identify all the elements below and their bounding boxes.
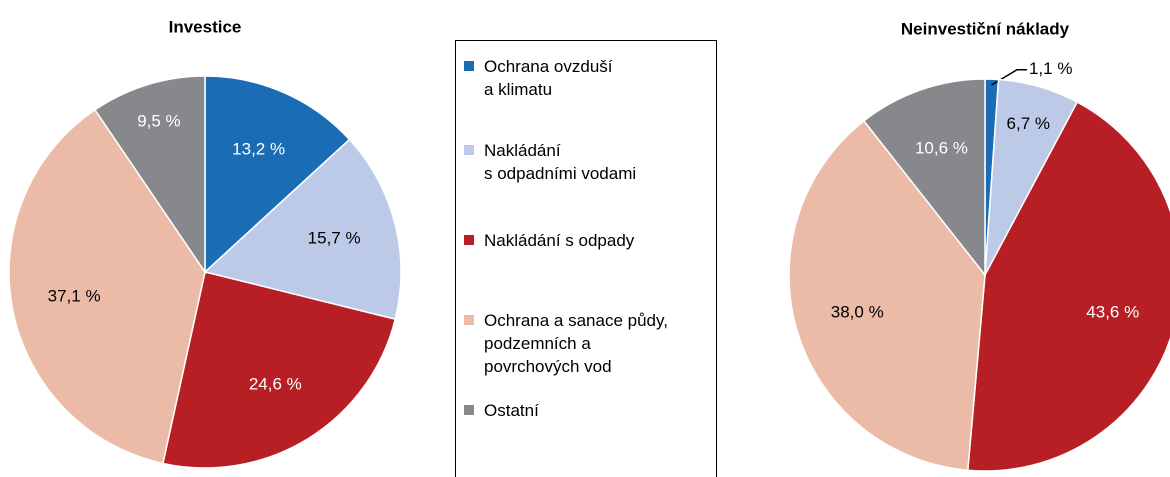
legend-label: Nakládání s odpadními vodami: [484, 141, 637, 183]
value-label: 13,2 %: [232, 139, 285, 158]
legend-label: Ochrana a sanace půdy, podzemních a povr…: [484, 311, 668, 376]
value-label: 38,0 %: [831, 302, 884, 321]
chart-title: Neinvestiční náklady: [901, 19, 1070, 38]
legend-swatch: [464, 145, 474, 155]
legend-item: Nakládání s odpady: [464, 229, 634, 252]
pie-slice: [8, 108, 206, 465]
legend-item: Ochrana ovzduší a klimatu: [464, 55, 613, 101]
legend-swatch: [464, 315, 474, 325]
value-label: 9,5 %: [137, 112, 180, 131]
chart-title: Investice: [169, 17, 242, 36]
value-label: 6,7 %: [1007, 114, 1050, 133]
legend-swatch: [464, 405, 474, 415]
legend-item: Nakládání s odpadními vodami: [464, 139, 636, 185]
legend-swatch: [464, 61, 474, 71]
value-label: 15,7 %: [308, 229, 361, 248]
pie-slice: [203, 138, 402, 321]
pie-slice: [161, 271, 397, 469]
legend-swatch: [464, 235, 474, 245]
pie-slice: [93, 75, 206, 275]
value-label: 37,1 %: [48, 287, 101, 306]
pie-slice: [862, 78, 986, 278]
legend: Ochrana ovzduší a klimatu Nakládání s odp…: [455, 40, 717, 477]
legend-item: Ostatní: [464, 399, 539, 422]
value-label: 10,6 %: [915, 139, 968, 158]
legend-label: Ostatní: [484, 401, 539, 420]
value-label: 43,6 %: [1086, 302, 1139, 321]
pie-slice: [788, 119, 986, 472]
pie-slice: [204, 75, 351, 274]
value-label: 1,1 %: [1029, 59, 1072, 78]
legend-label: Ochrana ovzduší a klimatu: [484, 57, 613, 99]
value-label: 24,6 %: [249, 375, 302, 394]
legend-item: Ochrana a sanace půdy, podzemních a povr…: [464, 309, 668, 378]
pie-slice: [966, 101, 1170, 472]
legend-label: Nakládání s odpady: [484, 231, 635, 250]
